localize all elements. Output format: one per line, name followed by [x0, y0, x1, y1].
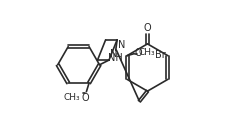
Text: O: O — [82, 93, 89, 103]
Text: N: N — [118, 40, 125, 50]
Text: NH: NH — [108, 53, 123, 63]
Text: O: O — [144, 23, 151, 33]
Text: CH₃: CH₃ — [63, 93, 80, 102]
Text: CH₃: CH₃ — [139, 48, 156, 58]
Text: N: N — [110, 49, 117, 59]
Text: O: O — [135, 48, 142, 58]
Text: Br: Br — [155, 50, 166, 60]
